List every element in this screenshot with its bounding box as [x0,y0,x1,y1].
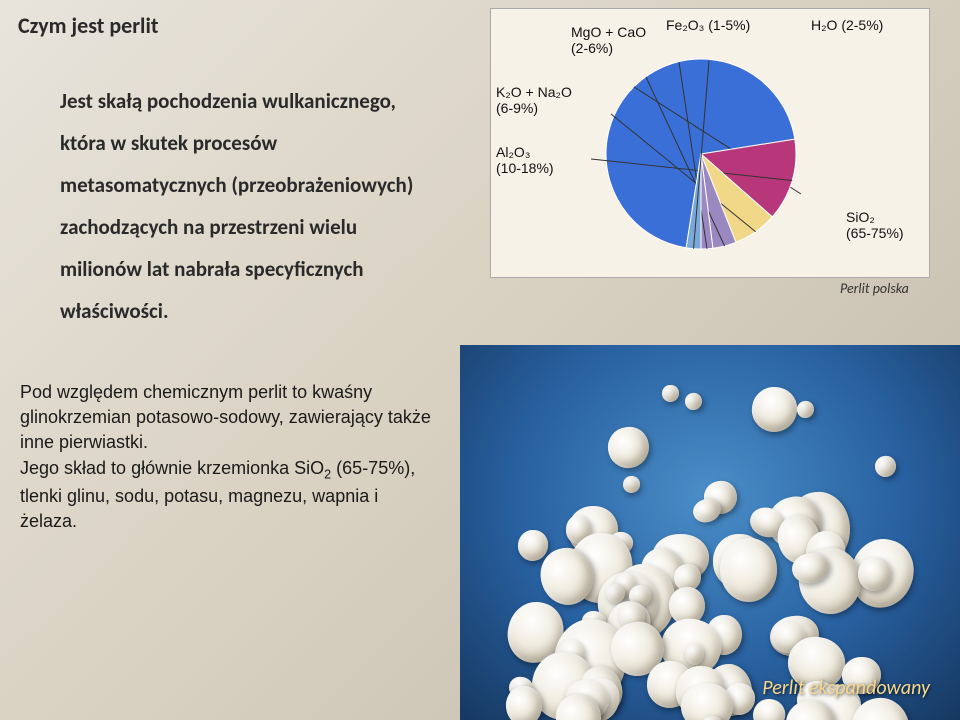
perlite-grain [874,455,897,478]
pie-label: SiO₂ (65-75%) [846,209,904,241]
composition-pie-chart: SiO₂ (65-75%) Al₂O₃ (10-18%) K₂O + Na₂O (6… [490,8,930,278]
chemistry-paragraph: Pod względem chemicznym perlit to kwaśny… [20,380,440,534]
perlite-grain [662,385,679,402]
perlite-grain [683,391,704,412]
perlite-grain [606,424,652,470]
intro-paragraph: Jest skałą pochodzenia wulkanicznego, kt… [60,80,440,332]
perlite-grain [623,475,642,494]
page-title: Czym jest perlit [18,12,158,39]
pie-label: Fe₂O₃ (1-5%) [666,17,750,33]
chem-text-1: Pod względem chemicznym perlit to kwaśny… [20,382,431,452]
perlite-photo: Perlit ekspandowany [460,345,960,720]
photo-caption: Perlit ekspandowany [762,676,930,700]
pie-label: MgO + CaO (2-6%) [571,24,646,56]
perlite-grain [748,383,801,436]
perlite-grain [796,400,816,420]
perlite-grain [858,556,891,590]
pie-label: Al₂O₃ (10-18%) [496,144,554,176]
pie-caption: Perlit polska [840,280,909,297]
photo-background [460,345,960,720]
chem-text-2a: Jego skład to głównie krzemionka SiO [20,458,324,478]
pie-label: K₂O + Na₂O (6-9%) [496,84,572,116]
pie-label: H₂O (2-5%) [811,17,883,33]
